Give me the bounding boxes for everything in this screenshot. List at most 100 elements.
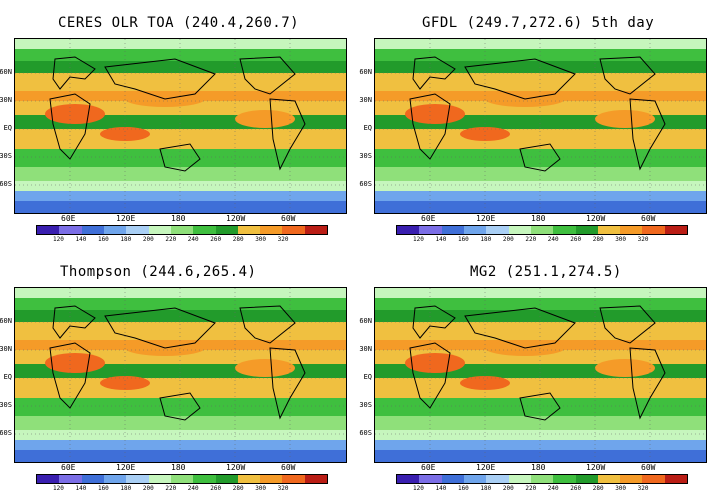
colorbar-tick-label: 280 bbox=[592, 236, 604, 243]
colorbar-tick-label: 180 bbox=[480, 236, 492, 243]
latitude-label: 60S bbox=[0, 180, 12, 188]
colorbar-tick-label: 260 bbox=[210, 236, 222, 243]
colorbar-tick-label: 140 bbox=[75, 485, 87, 492]
latitude-label: EQ bbox=[363, 124, 372, 132]
longitude-label: 120E bbox=[476, 463, 496, 472]
latitude-label: 30S bbox=[359, 152, 372, 160]
colorbar bbox=[396, 225, 688, 235]
colorbar-swatch bbox=[664, 226, 688, 234]
colorbar bbox=[36, 225, 328, 235]
latitude-label: 30S bbox=[0, 401, 12, 409]
colorbar-tick-label: 140 bbox=[435, 485, 447, 492]
olr-map bbox=[374, 38, 707, 214]
colorbar-tick-label: 120 bbox=[413, 236, 424, 243]
colorbar-swatch bbox=[282, 226, 305, 234]
latitude-label: 60N bbox=[0, 317, 12, 325]
colorbar-swatch bbox=[237, 475, 261, 483]
latitude-label: 30S bbox=[359, 401, 372, 409]
colorbar-swatch bbox=[215, 226, 238, 234]
colorbar-tick-label: 300 bbox=[615, 236, 627, 243]
colorbar-swatch bbox=[553, 226, 576, 234]
longitude-label: 60W bbox=[281, 214, 296, 223]
colorbar-swatch bbox=[463, 226, 487, 234]
colorbar-swatch bbox=[193, 226, 216, 234]
colorbar-tick-label: 240 bbox=[187, 485, 199, 492]
colorbar-swatch bbox=[597, 475, 621, 483]
colorbar-swatch bbox=[81, 226, 104, 234]
colorbar-swatch bbox=[81, 475, 104, 483]
colorbar-swatch bbox=[103, 226, 127, 234]
colorbar bbox=[396, 474, 688, 484]
colorbar-swatch bbox=[148, 475, 171, 483]
colorbar-swatch bbox=[530, 475, 554, 483]
latitude-label: 30N bbox=[0, 345, 12, 353]
panel-title: MG2 (251.1,274.5) bbox=[470, 264, 622, 280]
colorbar-tick-label: 200 bbox=[142, 236, 154, 243]
latitude-label: 60N bbox=[359, 68, 372, 76]
colorbar-tick-label: 240 bbox=[187, 236, 199, 243]
colorbar-tick-label: 160 bbox=[97, 485, 109, 492]
colorbar-tick-label: 180 bbox=[120, 485, 132, 492]
colorbar-swatch bbox=[553, 475, 576, 483]
latitude-label: 60N bbox=[0, 68, 12, 76]
panel-title: Thompson (244.6,265.4) bbox=[60, 264, 257, 280]
colorbar-swatch bbox=[575, 226, 598, 234]
colorbar-swatch bbox=[486, 475, 509, 483]
latitude-label: EQ bbox=[363, 373, 372, 381]
colorbar-tick-label: 280 bbox=[232, 236, 244, 243]
colorbar-tick-label: 200 bbox=[142, 485, 154, 492]
longitude-label: 60E bbox=[421, 214, 436, 223]
colorbar-tick-label: 260 bbox=[570, 485, 582, 492]
colorbar-tick-label: 160 bbox=[457, 236, 469, 243]
longitude-label: 120W bbox=[226, 214, 246, 223]
colorbar-tick-label: 200 bbox=[502, 236, 514, 243]
latitude-label: 60S bbox=[359, 180, 372, 188]
colorbar-swatch bbox=[486, 226, 509, 234]
colorbar-swatch bbox=[237, 226, 261, 234]
longitude-label: 120E bbox=[476, 214, 496, 223]
longitude-label: 180 bbox=[171, 214, 186, 223]
colorbar-swatch bbox=[103, 475, 127, 483]
colorbar-tick-label: 300 bbox=[255, 485, 267, 492]
colorbar-swatch bbox=[59, 475, 82, 483]
colorbar-tick-label: 140 bbox=[435, 236, 447, 243]
colorbar-swatch bbox=[597, 226, 621, 234]
latitude-label: EQ bbox=[3, 373, 12, 381]
colorbar-tick-label: 220 bbox=[165, 485, 177, 492]
colorbar-swatch bbox=[664, 475, 688, 483]
latitude-label: 60S bbox=[0, 429, 12, 437]
colorbar-tick-label: 320 bbox=[277, 485, 289, 492]
colorbar-swatch bbox=[463, 475, 487, 483]
colorbar-swatch bbox=[282, 475, 305, 483]
longitude-label: 180 bbox=[531, 463, 546, 472]
colorbar-tick-label: 120 bbox=[53, 485, 64, 492]
colorbar-tick-label: 160 bbox=[457, 485, 469, 492]
longitude-label: 60W bbox=[641, 214, 656, 223]
colorbar-tick-label: 300 bbox=[255, 236, 267, 243]
olr-map bbox=[374, 287, 707, 463]
colorbar-swatch bbox=[419, 226, 442, 234]
longitude-label: 120W bbox=[586, 463, 606, 472]
colorbar-tick-label: 260 bbox=[570, 236, 582, 243]
colorbar-tick-label: 220 bbox=[165, 236, 177, 243]
panel-title: GFDL (249.7,272.6) 5th day bbox=[422, 15, 655, 31]
colorbar-tick-label: 160 bbox=[97, 236, 109, 243]
longitude-label: 60E bbox=[61, 463, 76, 472]
colorbar-tick-label: 280 bbox=[232, 485, 244, 492]
colorbar-tick-label: 280 bbox=[592, 485, 604, 492]
longitude-label: 120E bbox=[116, 214, 136, 223]
colorbar-swatch bbox=[620, 475, 643, 483]
olr-map bbox=[14, 287, 347, 463]
colorbar-tick-label: 300 bbox=[615, 485, 627, 492]
latitude-label: 30N bbox=[359, 96, 372, 104]
olr-map bbox=[14, 38, 347, 214]
colorbar-swatch bbox=[170, 475, 194, 483]
colorbar-tick-label: 240 bbox=[547, 485, 559, 492]
latitude-label: EQ bbox=[3, 124, 12, 132]
colorbar-tick-label: 220 bbox=[525, 236, 537, 243]
colorbar-tick-label: 140 bbox=[75, 236, 87, 243]
colorbar-tick-label: 240 bbox=[547, 236, 559, 243]
colorbar-tick-label: 320 bbox=[277, 236, 289, 243]
colorbar-swatch bbox=[304, 475, 328, 483]
colorbar-swatch bbox=[530, 226, 554, 234]
